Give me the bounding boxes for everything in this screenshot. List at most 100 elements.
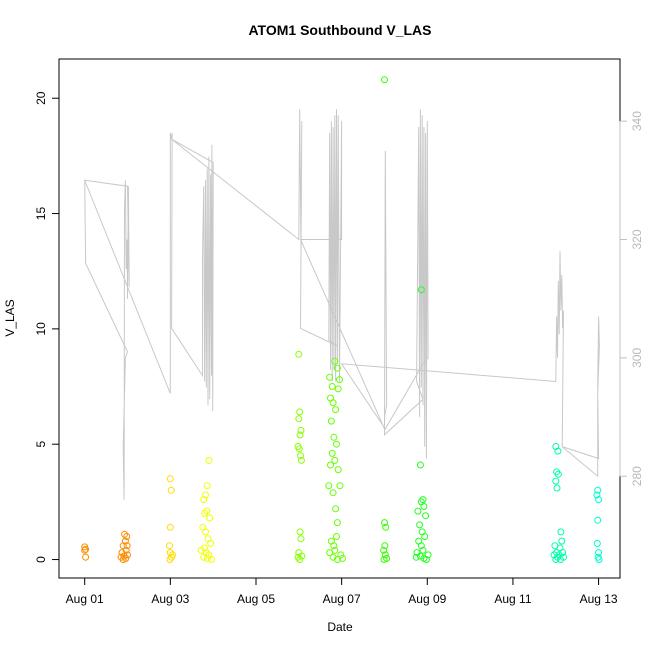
data-point [297, 535, 305, 543]
data-point [333, 556, 341, 563]
data-point [331, 456, 339, 464]
data-point [416, 521, 424, 529]
data-point [208, 556, 215, 563]
y-tick-label: 15 [34, 207, 48, 221]
data-point [558, 537, 566, 545]
data-point [166, 523, 174, 531]
data-point [329, 399, 337, 407]
data-point [121, 537, 129, 545]
data-point [169, 551, 176, 559]
data-point [420, 503, 428, 510]
data-point [207, 539, 215, 547]
y2-tick-label: 320 [630, 229, 644, 249]
data-point [339, 554, 346, 562]
data-point [167, 486, 175, 494]
data-point [595, 549, 603, 557]
data-point [414, 507, 422, 515]
data-point [202, 491, 209, 499]
data-point [417, 286, 425, 294]
data-point [334, 466, 342, 474]
data-point [382, 523, 390, 531]
data-point [327, 461, 334, 469]
data-point [557, 556, 564, 563]
data-point [205, 456, 213, 464]
data-point [203, 482, 211, 490]
data-point [332, 505, 340, 513]
y-tick-label: 10 [34, 322, 48, 336]
data-point [424, 551, 432, 559]
data-point [297, 456, 305, 464]
data-point [421, 533, 429, 540]
y2-tick-label: 300 [630, 348, 644, 368]
data-point [200, 553, 208, 561]
data-point [123, 533, 131, 540]
data-point [325, 482, 333, 490]
data-point [594, 486, 602, 494]
data-point [326, 373, 334, 381]
data-point [327, 417, 335, 425]
data-point [166, 542, 173, 550]
data-point [333, 440, 340, 448]
x-tick-label: Aug 13 [580, 592, 618, 606]
data-point [82, 553, 90, 561]
data-point [337, 551, 345, 559]
data-point [295, 445, 303, 453]
y-tick-label: 20 [34, 91, 48, 105]
data-point [203, 507, 211, 515]
data-point [206, 514, 214, 522]
data-point [593, 539, 601, 547]
data-point [296, 528, 304, 536]
data-point [297, 426, 305, 434]
x-tick-label: Aug 11 [494, 592, 531, 606]
y-tick-label: 0 [34, 556, 48, 563]
data-point [203, 554, 211, 562]
data-point [552, 477, 560, 485]
data-point [122, 546, 130, 554]
data-point [336, 376, 343, 384]
data-point [200, 496, 208, 504]
data-point [82, 545, 90, 553]
x-axis: Aug 01 Aug 03 Aug 05 Aug 07 Aug 09 Aug 11 Aug … [66, 577, 618, 606]
x-axis-label: Date [327, 620, 353, 634]
data-point [296, 556, 304, 563]
data-point [422, 512, 430, 520]
data-point [330, 433, 338, 441]
data-point [333, 533, 340, 540]
data-point [553, 484, 561, 492]
data-point [166, 549, 174, 557]
data-point [296, 408, 304, 416]
y-axis-right: 280 300 320 340 [619, 111, 644, 486]
data-point [166, 475, 174, 483]
data-point [595, 556, 603, 563]
data-point [417, 542, 425, 550]
chart-title: ATOM1 Southbound V_LAS [248, 22, 431, 38]
data-point [333, 364, 341, 372]
data-point [121, 530, 128, 538]
x-tick-label: Aug 07 [323, 592, 361, 606]
data-point [197, 546, 205, 554]
data-point [412, 553, 420, 561]
data-point [117, 553, 125, 561]
data-point [124, 551, 131, 559]
data-point [295, 415, 303, 423]
data-point [557, 528, 565, 536]
data-point [380, 556, 388, 563]
x-tick-label: Aug 01 [66, 592, 104, 606]
data-point [81, 546, 89, 554]
data-point [201, 509, 209, 517]
line-series-path [83, 109, 600, 500]
data-point [381, 542, 389, 550]
data-point [123, 542, 131, 550]
data-point [331, 357, 339, 365]
data-point [554, 470, 562, 478]
data-point [422, 556, 430, 563]
data-point [330, 542, 338, 550]
data-point [380, 546, 388, 554]
data-point [381, 519, 388, 527]
data-point [595, 496, 603, 504]
y-axis-left: 0 5 10 15 20 [34, 91, 60, 563]
data-point [381, 76, 388, 84]
secondary-series-line [83, 109, 600, 500]
data-point [295, 350, 303, 358]
